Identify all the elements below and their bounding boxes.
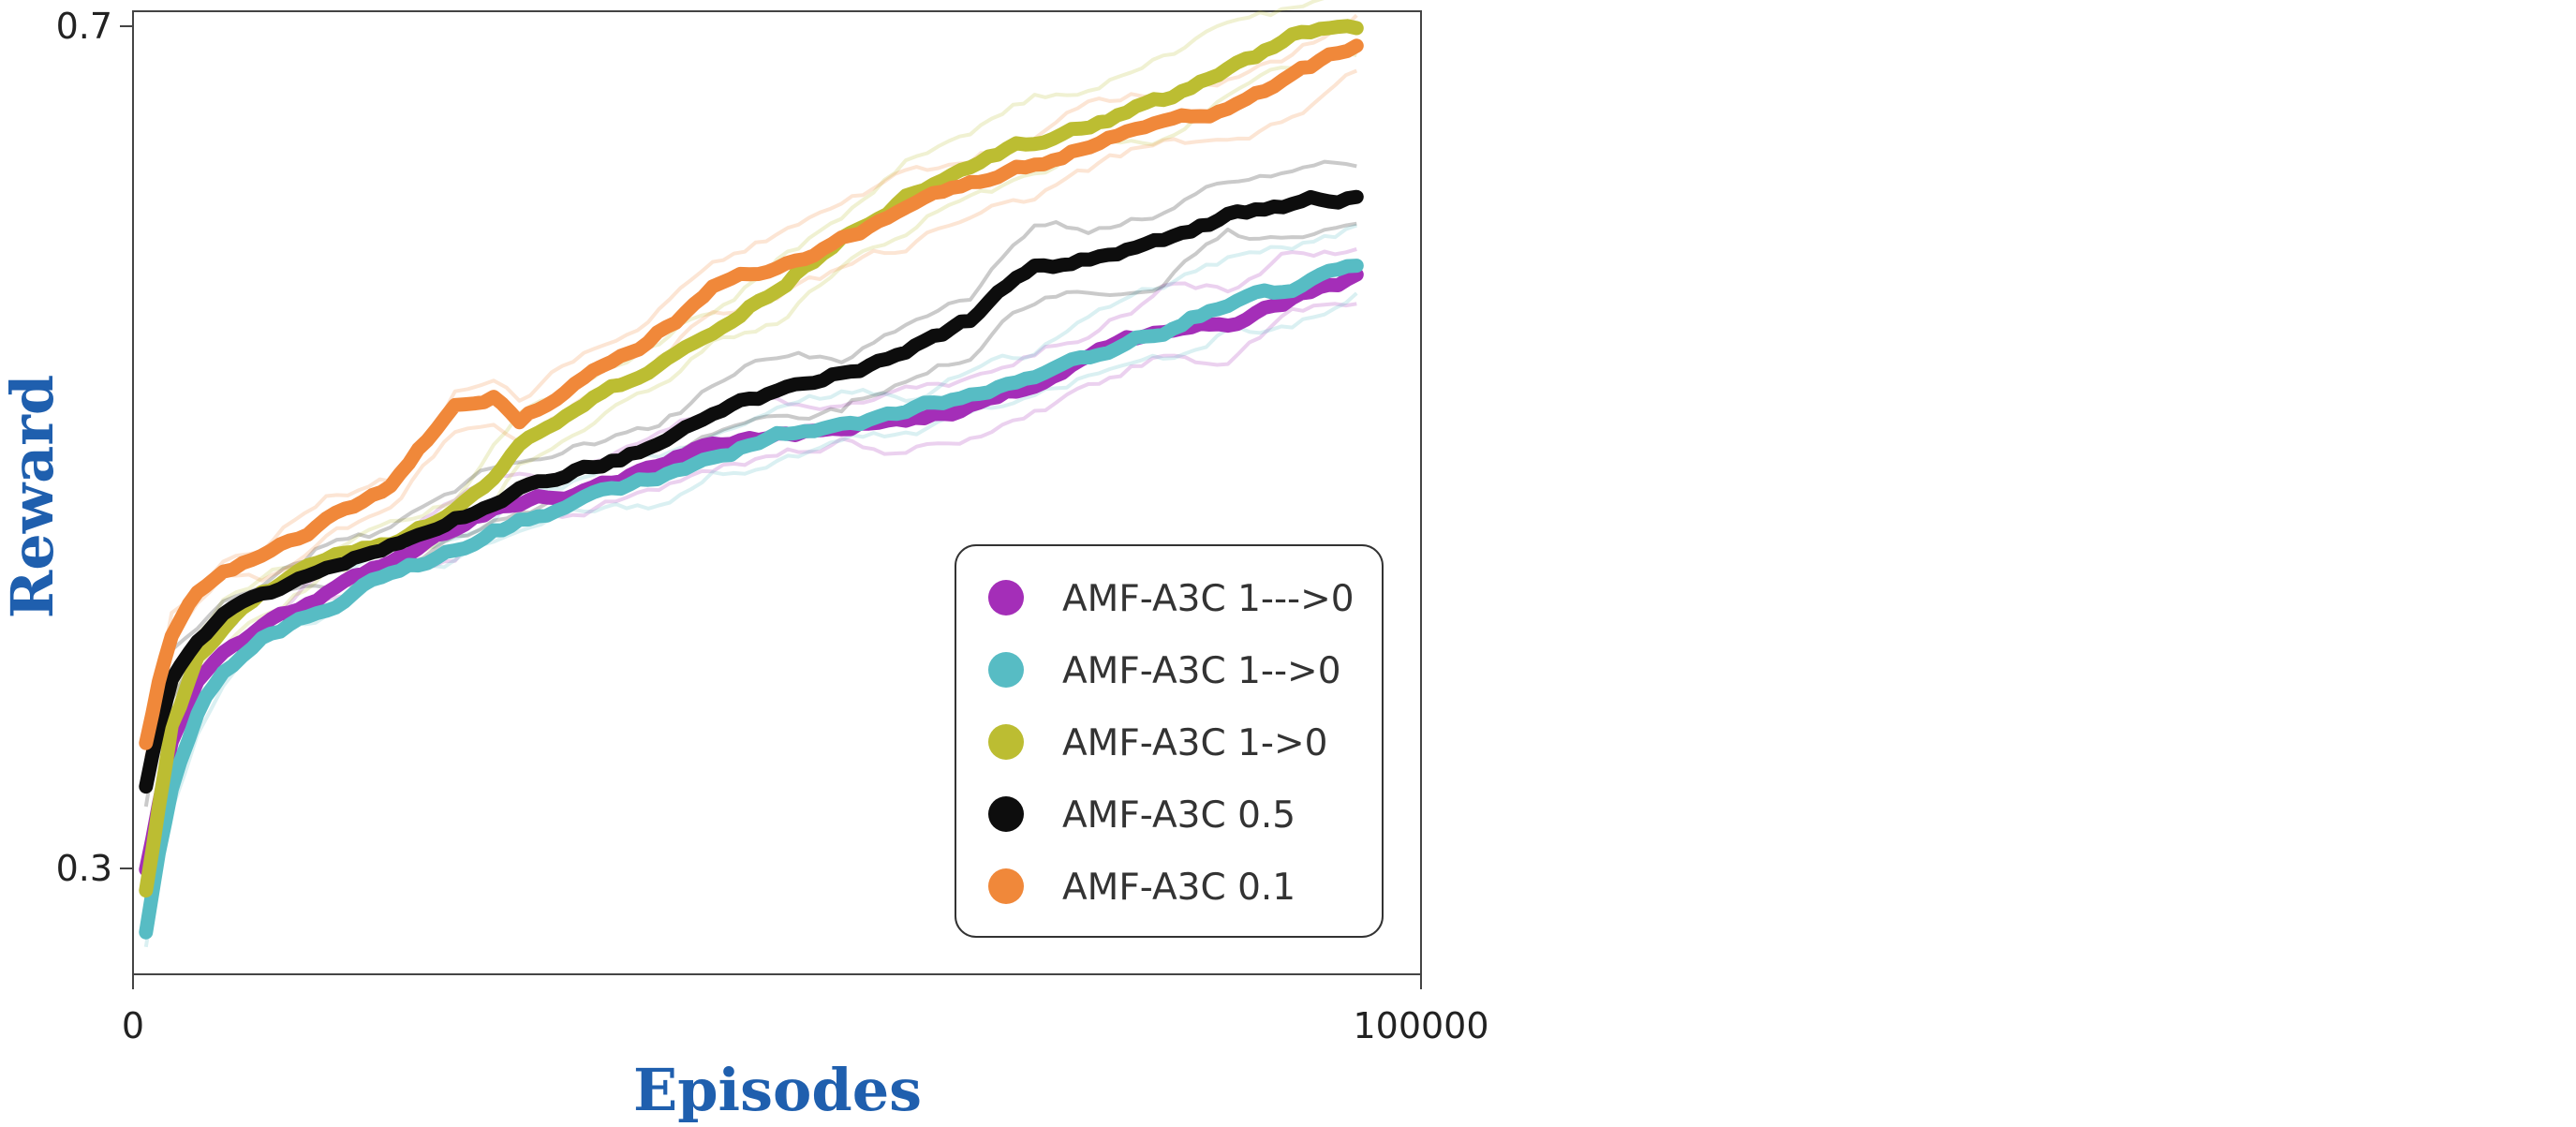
x-tick-label-2: 100000 <box>1353 1005 1488 1046</box>
legend-marker-3 <box>988 724 1024 760</box>
series-lines <box>139 19 1364 940</box>
x-axis-title: Episodes <box>633 1056 922 1124</box>
legend-box <box>955 544 1384 938</box>
run-line-4-1 <box>143 159 1357 769</box>
series-line-3 <box>139 19 1364 898</box>
legend: AMF-A3C 1--->0 AMF-A3C 1-->0 AMF-A3C 1->0 A… <box>955 544 1384 938</box>
y-tick-label-2: 0.7 <box>56 6 112 47</box>
plot-frame <box>132 10 1422 975</box>
legend-marker-1 <box>988 580 1024 615</box>
legend-label-4: AMF-A3C 0.5 <box>1062 794 1295 837</box>
series-line-2 <box>139 259 1364 940</box>
legend-items: AMF-A3C 1--->0 AMF-A3C 1-->0 AMF-A3C 1->0 A… <box>988 578 1355 909</box>
x-tick-label-1: 0 <box>122 1005 144 1046</box>
legend-marker-4 <box>988 796 1024 832</box>
legend-label-2: AMF-A3C 1-->0 <box>1062 650 1341 692</box>
series-line-5 <box>139 38 1364 750</box>
legend-label-1: AMF-A3C 1--->0 <box>1062 578 1355 620</box>
legend-label-3: AMF-A3C 1->0 <box>1062 722 1327 764</box>
legend-marker-2 <box>988 652 1024 688</box>
y-axis-title: Reward <box>0 375 67 619</box>
legend-marker-5 <box>988 868 1024 904</box>
axes: 0.3 0.7 0 100000 <box>56 6 1489 1046</box>
y-tick-label-1: 0.3 <box>56 848 112 889</box>
legend-label-5: AMF-A3C 0.1 <box>1062 867 1295 909</box>
series-line-4 <box>139 189 1364 794</box>
